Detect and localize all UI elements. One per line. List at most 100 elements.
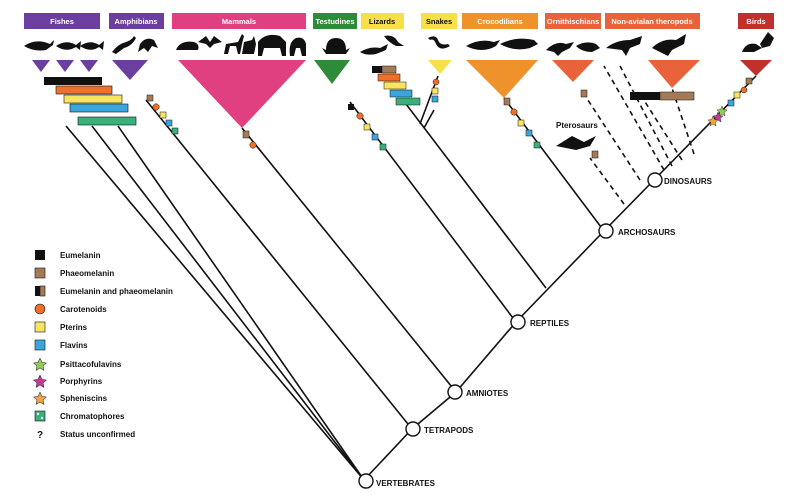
node-archosaurs [598, 223, 614, 239]
legend-label-pterins: Pterins [60, 323, 88, 332]
branch-amniotes-reptiles [455, 321, 517, 393]
legend-label-chromatophores: Chromatophores [60, 412, 125, 421]
marker-melanin-ornithischian [580, 89, 588, 98]
node-reptiles [510, 314, 526, 330]
branch-reptiles-archosaurs [515, 230, 605, 323]
deer-silhouette-icon [224, 34, 244, 54]
marker-pterin-amphibian [159, 111, 167, 119]
marker-flavin-snake [431, 95, 439, 103]
marker-melanin-pterosaur [591, 150, 599, 159]
triangle-fishes-3 [80, 60, 98, 72]
marker-psittacofulvin-star-bird [716, 105, 728, 117]
dashed-ornithischians [583, 93, 641, 181]
node-label-dinosaurs: DINOSAURS [664, 177, 713, 186]
marker-carotenoid-amphibian [152, 103, 160, 111]
group-box-ornithischians [545, 13, 601, 29]
group-label-amphibians: Amphibians [115, 17, 158, 26]
marker-chromatophore-amphibian [171, 127, 179, 135]
marker-pterin-croc [517, 119, 525, 127]
bar-phaeomelanin-theropod [659, 91, 695, 101]
branch-vertebrates-tetrapods [363, 428, 413, 481]
salamander-silhouette-icon [112, 36, 136, 54]
node-label-amniotes: AMNIOTES [466, 389, 509, 398]
legend-label-psittacofulvins: Psittacofulavins [60, 360, 122, 369]
marker-spheniscin-star-bird [707, 115, 719, 127]
bar-pterin-fish [63, 94, 123, 104]
dashed-theropods-1 [603, 65, 665, 171]
group-box-testudines [313, 13, 357, 29]
bar-eumelanin-lizard [372, 66, 382, 73]
elephant-silhouette-icon [258, 34, 286, 56]
node-amniotes [447, 384, 463, 400]
marker-melanin-amphibian [146, 94, 154, 102]
node-dinosaurs [647, 172, 663, 188]
legend-label-carotenoids: Carotenoids [60, 305, 107, 314]
flying-bird-silhouette-icon [760, 32, 774, 48]
node-label-archosaurs: ARCHOSAURS [618, 228, 676, 237]
rodent-silhouette-icon [176, 41, 199, 50]
porphyrin-star-icon [32, 374, 48, 389]
turtle-silhouette-icon [322, 38, 350, 54]
marker-carotenoid-snake [432, 78, 440, 86]
bar-chromatophore-fish [77, 116, 137, 126]
group-box-mammals [172, 13, 306, 29]
node-label-vertebrates: VERTEBRATES [376, 479, 436, 488]
group-label-snakes: Snakes [426, 17, 452, 26]
psittacofulvin-star-icon [32, 357, 48, 372]
node-tetrapods [405, 421, 421, 437]
bar-carotenoid-lizard [377, 73, 401, 82]
phaeomelanin-square-icon [34, 267, 46, 279]
marker-melanin-bird [745, 77, 753, 85]
legend-label-mixed-melanin: Eumelanin and phaeomelanin [60, 287, 173, 296]
triangle-mammals [178, 60, 306, 128]
branch-fish-2 [91, 125, 365, 481]
branch-amphibians [145, 99, 413, 430]
branch-fish-1 [65, 125, 365, 481]
marker-carotenoid-mammal [249, 141, 257, 149]
group-box-birds [738, 13, 774, 29]
triangle-fishes-1 [32, 60, 50, 72]
group-box-snakes [421, 13, 457, 29]
group-label-mammals: Mammals [222, 17, 256, 26]
crocodile-silhouette-icon-2 [500, 38, 538, 50]
group-label-fishes: Fishes [50, 17, 74, 26]
chromatophore-dot-icon-2 [40, 416, 44, 420]
group-box-theropods [605, 13, 700, 29]
theropod-silhouette-icon [606, 36, 642, 56]
spheniscin-star-icon [32, 391, 48, 406]
branch-archosaurs-dinosaurs [603, 179, 655, 232]
group-label-birds: Birds [746, 17, 765, 26]
silhouettes [24, 32, 774, 56]
feathered-theropod-silhouette-icon [652, 34, 686, 56]
node-label-tetrapods: TETRAPODS [424, 426, 474, 435]
marker-melanin-croc [503, 97, 511, 106]
group-label-lizards: Lizards [369, 17, 395, 26]
legend-label-spheniscins: Spheniscins [60, 394, 108, 403]
snake-silhouette-icon [428, 36, 450, 49]
frog-silhouette-icon [138, 38, 158, 52]
bar-carotenoid-fish [55, 85, 113, 95]
mixed-melanin-square-icon-black [35, 286, 40, 296]
group-box-lizards [361, 13, 404, 29]
group-box-crocodilians [462, 13, 538, 29]
bat-silhouette-icon [198, 36, 222, 48]
ornithischian-silhouette-icon [546, 42, 574, 56]
branch-snakes-2 [423, 109, 435, 129]
dog-silhouette-icon [242, 36, 256, 54]
marker-carotenoid-bird [740, 86, 748, 94]
marker-chromatophore-testudines [379, 143, 387, 151]
bar-eumelanin-theropod [630, 92, 660, 100]
marker-melanin-mammal [242, 130, 250, 139]
marker-flavin-amphibian [165, 119, 173, 127]
legend-label-flavins: Flavins [60, 341, 88, 350]
tree-branches [65, 75, 757, 481]
group-box-amphibians [109, 13, 164, 29]
fish-silhouette-icon-2 [80, 41, 104, 50]
marker-eumelanin-testudines [348, 104, 354, 110]
marker-flavin-croc [525, 129, 533, 137]
primate-silhouette-icon [289, 37, 306, 56]
chromatophore-dot-icon [36, 412, 40, 416]
pterin-square-icon [34, 321, 46, 333]
tree-nodes: VERTEBRATES TETRAPODS AMNIOTES REPTILES … [358, 172, 713, 489]
